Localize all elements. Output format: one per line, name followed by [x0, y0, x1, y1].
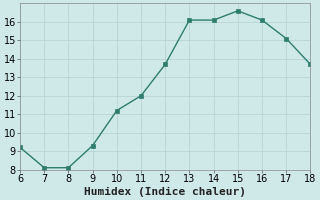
X-axis label: Humidex (Indice chaleur): Humidex (Indice chaleur)	[84, 186, 246, 197]
